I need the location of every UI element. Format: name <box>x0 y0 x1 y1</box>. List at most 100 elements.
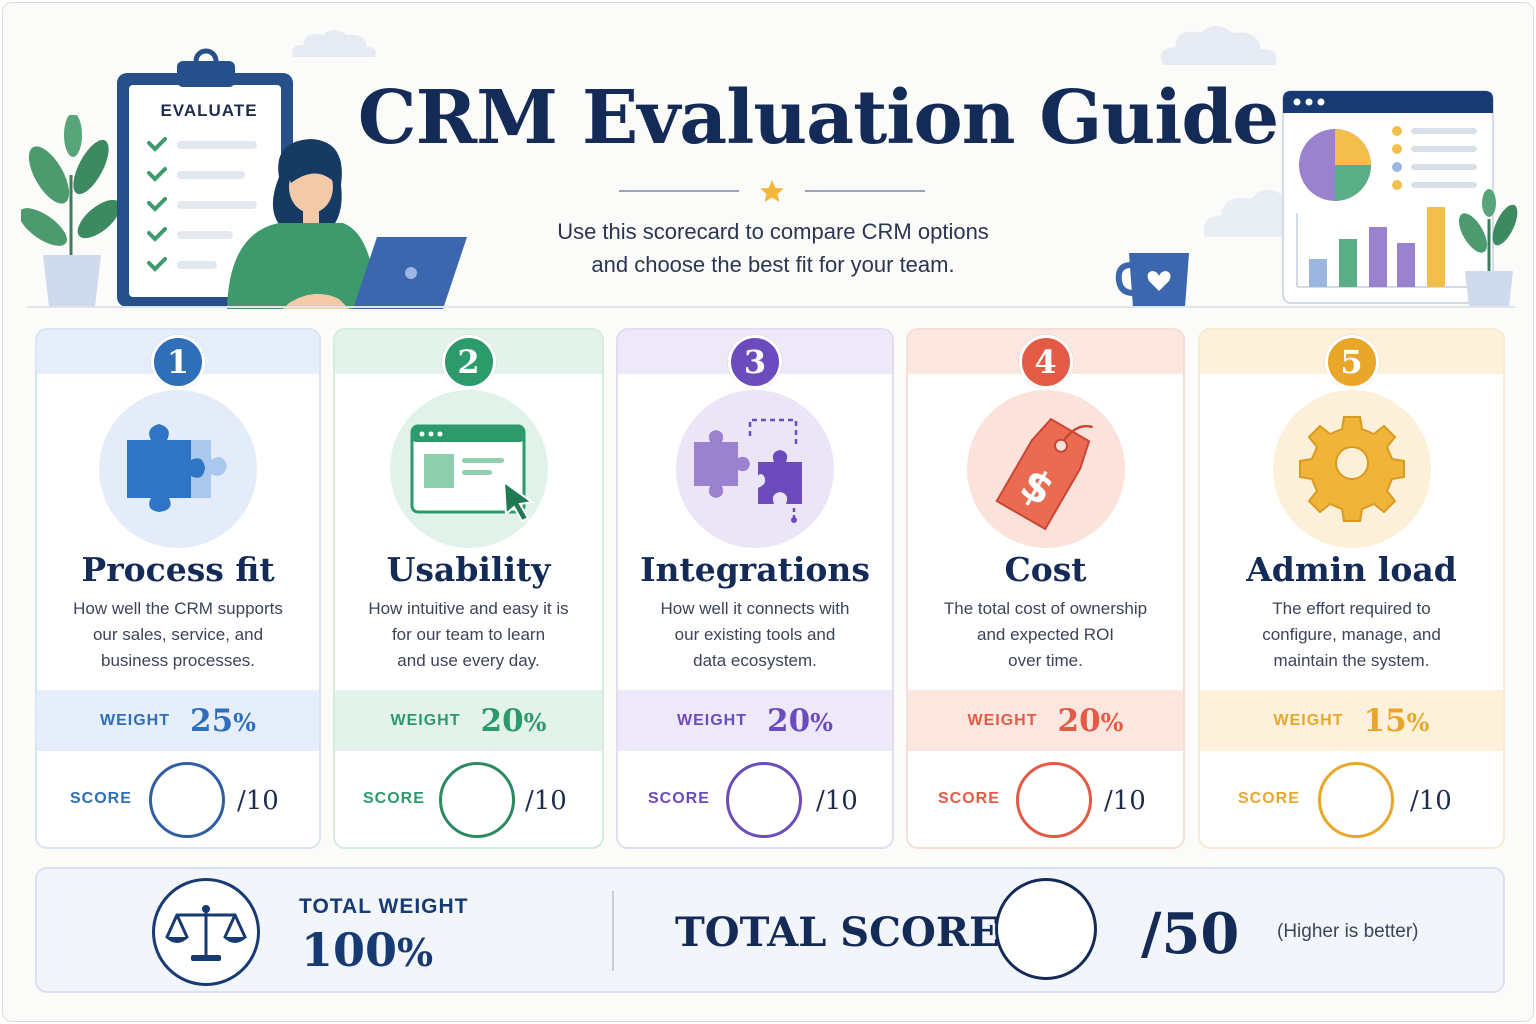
cloud-icon <box>292 30 376 57</box>
score-row: SCORE /10 <box>335 760 602 840</box>
total-score-max: /50 <box>1141 901 1240 967</box>
score-input-circle[interactable] <box>439 762 515 838</box>
score-max: /10 <box>1410 786 1452 816</box>
score-input-circle[interactable] <box>149 762 225 838</box>
weight-value: 25% <box>190 703 256 739</box>
puzzle-icon <box>99 390 257 548</box>
description-line: our sales, service, and <box>92 625 264 644</box>
weight-label: WEIGHT <box>1273 711 1344 729</box>
subtitle-line: Use this scorecard to compare CRM option… <box>557 219 989 244</box>
title-divider-star <box>619 180 925 202</box>
weight-row: WEIGHT 20% <box>908 690 1183 751</box>
weight-label: WEIGHT <box>390 711 461 729</box>
weight-number: 25 <box>190 702 234 739</box>
score-max: /10 <box>1104 786 1146 816</box>
ground-line <box>27 306 1515 308</box>
description-line: The effort required to <box>1272 599 1431 618</box>
weight-row: WEIGHT 20% <box>618 690 892 751</box>
criterion-number: 2 <box>441 335 496 389</box>
description-line: maintain the system. <box>1273 651 1430 670</box>
criterion-description: How intuitive and easy it is for our tea… <box>345 596 592 674</box>
total-weight-label: TOTAL WEIGHT <box>299 895 469 918</box>
criterion-number: 3 <box>728 335 782 389</box>
score-row: SCORE /10 <box>37 760 319 840</box>
score-row: SCORE /10 <box>618 760 892 840</box>
weight-unit: % <box>233 707 256 737</box>
criterion-number: 4 <box>1018 335 1073 389</box>
description-line: How intuitive and easy it is <box>368 599 569 618</box>
score-max: /10 <box>816 786 858 816</box>
score-label: SCORE <box>1238 790 1300 807</box>
weight-number: 15 <box>1363 702 1407 739</box>
weight-row: WEIGHT 20% <box>335 690 602 751</box>
score-label: SCORE <box>70 790 132 807</box>
description-line: configure, manage, and <box>1262 625 1441 644</box>
score-label: SCORE <box>363 790 425 807</box>
description-line: for our team to learn <box>391 625 546 644</box>
criterion-description: The total cost of ownership and expected… <box>918 596 1173 674</box>
description-line: The total cost of ownership <box>943 599 1148 618</box>
description-line: How well it connects with <box>660 599 850 618</box>
criterion-title: Process fit <box>81 550 275 589</box>
criterion-title: Admin load <box>1246 550 1457 589</box>
criterion-title: Integrations <box>640 550 870 589</box>
price-tag-icon: $ <box>966 390 1125 548</box>
connected-puzzle-icon <box>676 390 834 548</box>
page-title: CRM Evaluation Guide <box>357 75 1279 161</box>
score-label: SCORE <box>938 790 1000 807</box>
weight-row: WEIGHT 15% <box>1200 690 1503 751</box>
score-row: SCORE /10 <box>1200 760 1503 840</box>
weight-unit: % <box>810 707 833 737</box>
balance-scale-icon <box>152 878 260 986</box>
weight-value: 20% <box>481 703 547 739</box>
weight-label: WEIGHT <box>967 711 1038 729</box>
description-line: and use every day. <box>397 651 540 670</box>
score-input-circle[interactable] <box>726 762 802 838</box>
score-input-circle[interactable] <box>1016 762 1092 838</box>
description-line: business processes. <box>100 651 256 670</box>
description-line: data ecosystem. <box>693 651 817 670</box>
criterion-card-process-fit: 1 Process fit How well the CRM supports … <box>35 328 321 849</box>
criterion-card-admin-load: 5 Admin load The effort required to conf… <box>1198 328 1505 849</box>
subtitle-line: and choose the best fit for your team. <box>591 252 955 277</box>
total-weight-number: 100 <box>301 923 398 977</box>
weight-unit: % <box>1406 707 1430 737</box>
criterion-title: Usability <box>386 550 551 589</box>
description-line: over time. <box>1008 651 1083 670</box>
weight-row: WEIGHT 25% <box>37 690 319 751</box>
weight-number: 20 <box>480 702 524 739</box>
criterion-card-cost: 4 $ Cost The total cost of ownership and… <box>906 328 1185 849</box>
weight-value: 20% <box>1058 703 1124 739</box>
score-max: /10 <box>237 786 279 816</box>
total-score-label: TOTAL SCORE <box>675 909 1000 956</box>
criterion-number: 1 <box>151 335 205 389</box>
weight-label: WEIGHT <box>677 711 748 729</box>
person-with-laptop-illustration <box>227 139 467 309</box>
total-score-note: (Higher is better) <box>1277 921 1419 942</box>
plant-icon <box>1459 189 1518 307</box>
description-line: and expected ROI <box>976 625 1115 644</box>
weight-value: 20% <box>767 703 833 739</box>
total-summary-bar: TOTAL WEIGHT 100% TOTAL SCORE /50 (Highe… <box>35 867 1505 993</box>
score-max: /10 <box>525 786 567 816</box>
criterion-description: How well the CRM supports our sales, ser… <box>47 596 309 674</box>
criterion-description: The effort required to configure, manage… <box>1210 596 1493 674</box>
coffee-mug-icon <box>1115 253 1189 307</box>
subtitle: Use this scorecard to compare CRM option… <box>473 215 1073 281</box>
divider <box>612 891 614 971</box>
weight-number: 20 <box>767 702 811 739</box>
weight-unit: % <box>1100 707 1124 737</box>
score-label: SCORE <box>648 790 710 807</box>
browser-cursor-icon <box>389 390 548 548</box>
score-row: SCORE /10 <box>908 760 1183 840</box>
weight-value: 15% <box>1364 703 1430 739</box>
plant-icon <box>21 115 121 307</box>
description-line: our existing tools and <box>674 625 836 644</box>
criterion-card-usability: 2 Usability How intuitive and easy it is… <box>333 328 604 849</box>
total-score-input-circle[interactable] <box>995 878 1097 980</box>
gear-icon <box>1272 390 1431 548</box>
weight-label: WEIGHT <box>100 711 171 729</box>
criterion-card-integrations: 3 Integrations How well it connects with… <box>616 328 894 849</box>
score-input-circle[interactable] <box>1318 762 1394 838</box>
